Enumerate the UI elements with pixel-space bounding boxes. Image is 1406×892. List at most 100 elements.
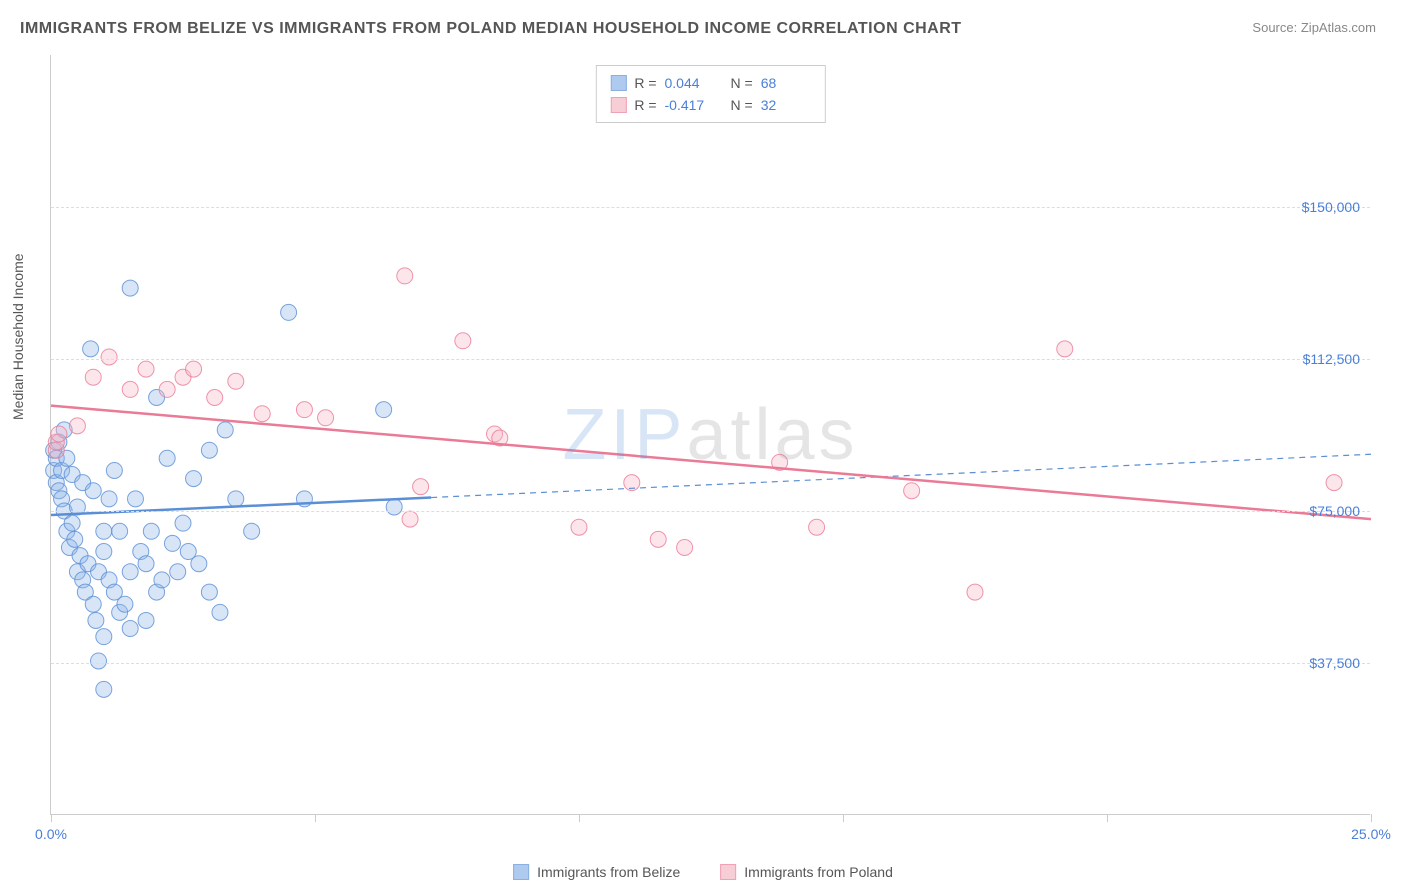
data-point: [228, 491, 244, 507]
x-tick: [1371, 814, 1372, 822]
chart-title: IMMIGRANTS FROM BELIZE VS IMMIGRANTS FRO…: [20, 20, 962, 38]
data-point: [67, 531, 83, 547]
data-point: [51, 426, 67, 442]
data-point: [217, 422, 233, 438]
data-point: [1326, 475, 1342, 491]
x-tick: [1107, 814, 1108, 822]
data-point: [402, 511, 418, 527]
data-point: [207, 390, 223, 406]
data-point: [318, 410, 334, 426]
data-point: [101, 491, 117, 507]
data-point: [201, 584, 217, 600]
x-tick: [579, 814, 580, 822]
data-point: [296, 402, 312, 418]
n-value: 32: [761, 94, 811, 116]
trend-line-extrapolated: [431, 454, 1371, 497]
data-point: [106, 462, 122, 478]
legend-swatch: [610, 75, 626, 91]
data-point: [175, 515, 191, 531]
data-point: [164, 535, 180, 551]
data-point: [386, 499, 402, 515]
data-point: [122, 621, 138, 637]
data-point: [85, 483, 101, 499]
data-point: [91, 653, 107, 669]
data-point: [138, 556, 154, 572]
source-label: Source:: [1252, 20, 1297, 35]
data-point: [101, 349, 117, 365]
n-label: N =: [731, 94, 753, 116]
x-tick: [843, 814, 844, 822]
x-tick-label: 25.0%: [1351, 826, 1391, 842]
data-point: [413, 479, 429, 495]
data-point: [143, 523, 159, 539]
data-point: [138, 361, 154, 377]
data-point: [1057, 341, 1073, 357]
data-point: [254, 406, 270, 422]
y-tick-label: $37,500: [1309, 655, 1360, 671]
gridline: [51, 663, 1370, 664]
data-point: [650, 531, 666, 547]
legend-row: R = 0.044 N = 68: [610, 72, 810, 94]
source-value: ZipAtlas.com: [1301, 20, 1376, 35]
data-point: [397, 268, 413, 284]
data-point: [127, 491, 143, 507]
data-point: [228, 373, 244, 389]
y-axis-label: Median Household Income: [10, 253, 26, 420]
data-point: [122, 381, 138, 397]
data-point: [191, 556, 207, 572]
data-point: [571, 519, 587, 535]
r-label: R =: [634, 94, 656, 116]
data-point: [904, 483, 920, 499]
data-point: [677, 539, 693, 555]
r-value: -0.417: [665, 94, 715, 116]
data-point: [159, 450, 175, 466]
data-point: [186, 361, 202, 377]
y-tick-label: $75,000: [1309, 503, 1360, 519]
data-point: [159, 381, 175, 397]
data-point: [122, 280, 138, 296]
correlation-legend: R = 0.044 N = 68 R = -0.417 N = 32: [595, 65, 825, 123]
data-point: [201, 442, 217, 458]
data-point: [244, 523, 260, 539]
data-point: [96, 544, 112, 560]
n-label: N =: [731, 72, 753, 94]
data-point: [96, 523, 112, 539]
data-point: [212, 604, 228, 620]
data-point: [96, 681, 112, 697]
data-point: [83, 341, 99, 357]
data-point: [96, 629, 112, 645]
x-tick-label: 0.0%: [35, 826, 67, 842]
data-point: [138, 612, 154, 628]
legend-row: R = -0.417 N = 32: [610, 94, 810, 116]
data-point: [281, 304, 297, 320]
data-point: [117, 596, 133, 612]
data-point: [455, 333, 471, 349]
data-point: [809, 519, 825, 535]
scatter-plot-svg: [51, 55, 1370, 814]
data-point: [967, 584, 983, 600]
gridline: [51, 207, 1370, 208]
data-point: [154, 572, 170, 588]
data-point: [85, 369, 101, 385]
data-point: [88, 612, 104, 628]
legend-series-name: Immigrants from Poland: [744, 864, 893, 880]
source-attribution: Source: ZipAtlas.com: [1252, 20, 1376, 35]
n-value: 68: [761, 72, 811, 94]
data-point: [85, 596, 101, 612]
r-value: 0.044: [665, 72, 715, 94]
data-point: [376, 402, 392, 418]
r-label: R =: [634, 72, 656, 94]
legend-item: Immigrants from Belize: [513, 864, 680, 880]
chart-plot-area: R =0.044N =68R =-0.417N =32 ZIPatlas $37…: [50, 55, 1370, 815]
legend-series-name: Immigrants from Belize: [537, 864, 680, 880]
data-point: [69, 418, 85, 434]
data-point: [122, 564, 138, 580]
data-point: [186, 471, 202, 487]
legend-item: Immigrants from Poland: [720, 864, 893, 880]
data-point: [170, 564, 186, 580]
gridline: [51, 359, 1370, 360]
legend-swatch: [610, 97, 626, 113]
trend-line: [51, 406, 1371, 519]
y-tick-label: $150,000: [1302, 199, 1360, 215]
x-tick: [315, 814, 316, 822]
